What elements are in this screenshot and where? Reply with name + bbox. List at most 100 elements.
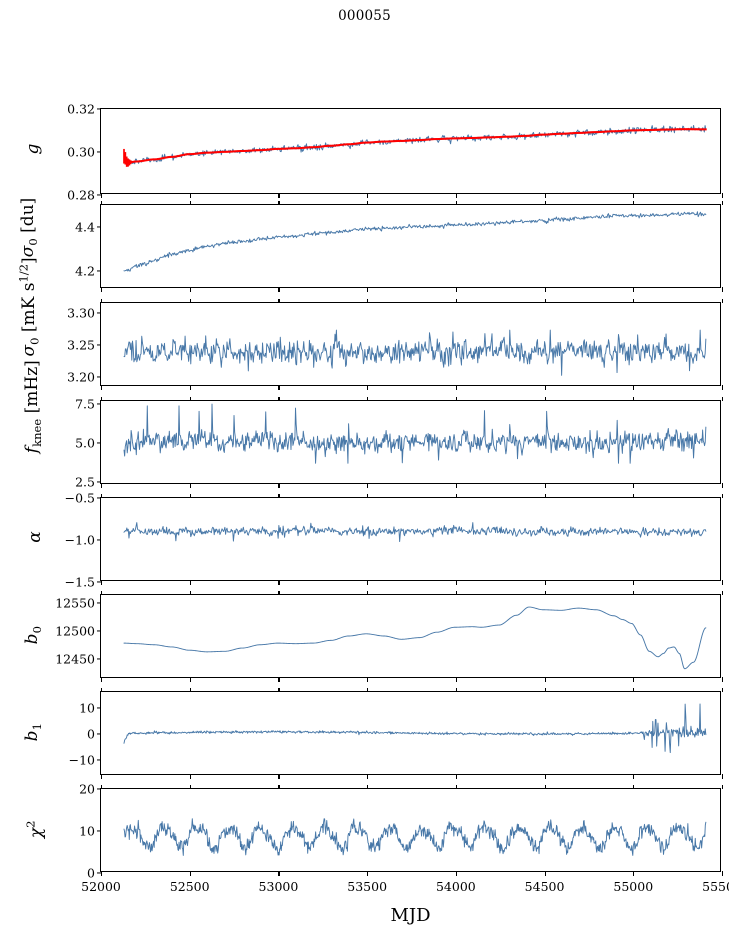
series-sigma0_du <box>123 211 707 272</box>
series-b0 <box>123 606 707 670</box>
x-tick-mark <box>101 298 103 303</box>
x-tick-mark <box>455 193 457 198</box>
x-tick-mark <box>544 774 546 779</box>
x-tick-mark <box>722 287 724 292</box>
y-tick-label: 5.0 <box>75 435 95 451</box>
x-tick-mark <box>544 580 546 585</box>
x-tick-mark <box>633 580 635 585</box>
y-tick-label: 10 <box>79 700 95 716</box>
y-tick-label: 3.25 <box>67 337 95 353</box>
y-tick-mark <box>96 376 101 378</box>
x-tick-mark <box>189 200 191 205</box>
x-tick-mark <box>455 483 457 488</box>
x-tick-mark <box>544 784 546 789</box>
y-tick-mark <box>96 830 101 832</box>
x-tick-mark <box>722 687 724 692</box>
y-tick-mark <box>96 442 101 444</box>
y-tick-mark <box>96 539 101 541</box>
y-tick-mark <box>96 581 101 583</box>
x-tick-mark <box>455 396 457 401</box>
x-tick-mark <box>544 493 546 498</box>
y-tick-mark <box>96 872 101 874</box>
y-tick-mark <box>96 733 101 735</box>
x-tick-label: 55500 <box>702 879 729 894</box>
x-tick-mark <box>101 483 103 488</box>
y-axis-label-chi2: χ2 <box>23 820 47 839</box>
x-tick-mark <box>101 784 103 789</box>
x-tick-mark <box>722 200 724 205</box>
x-tick-mark <box>278 687 280 692</box>
panel-sigma0_mK: 3.20 3.25 3.30 <box>67 298 724 390</box>
x-tick-mark <box>455 871 457 876</box>
y-tick-label: −1.0 <box>64 532 95 548</box>
x-tick-mark <box>455 298 457 303</box>
x-tick-mark <box>101 200 103 205</box>
y-tick-mark <box>96 194 101 196</box>
panel-gain: 0.28 0.30 0.32 <box>67 102 724 203</box>
x-tick-mark <box>101 493 103 498</box>
x-tick-mark <box>367 677 369 682</box>
x-tick-label: 53000 <box>258 879 299 894</box>
y-tick-label: 3.20 <box>67 369 95 385</box>
x-tick-mark <box>722 590 724 595</box>
x-tick-mark <box>189 580 191 585</box>
y-tick-mark <box>96 658 101 660</box>
x-tick-mark <box>367 298 369 303</box>
panel-b1: −10 0 10 <box>69 687 724 779</box>
y-tick-mark <box>96 344 101 346</box>
y-axis-label-gain: g <box>23 143 43 155</box>
x-tick-mark <box>722 483 724 488</box>
x-tick-mark <box>367 687 369 692</box>
x-tick-mark <box>722 396 724 401</box>
x-tick-mark <box>633 200 635 205</box>
y-tick-mark <box>96 108 101 110</box>
x-tick-mark <box>367 590 369 595</box>
x-tick-label: 53500 <box>347 879 388 894</box>
x-tick-mark <box>722 385 724 390</box>
panel-chi2: 0 10 20 52000 52500 53000 53500 54000 54500 55000… <box>79 782 729 895</box>
y-tick-label: 0 <box>87 726 95 742</box>
x-tick-mark <box>367 193 369 198</box>
x-tick-mark <box>101 396 103 401</box>
x-tick-mark <box>278 871 280 876</box>
y-tick-label: 4.2 <box>75 263 95 279</box>
x-tick-label: 52500 <box>169 879 210 894</box>
x-tick-mark <box>367 774 369 779</box>
x-tick-mark <box>544 687 546 692</box>
x-tick-mark <box>722 871 724 876</box>
y-tick-mark <box>96 481 101 483</box>
x-tick-mark <box>189 483 191 488</box>
y-tick-label: 0 <box>87 865 95 881</box>
x-tick-mark <box>544 385 546 390</box>
y-axis-label-b0: b0 <box>21 626 45 645</box>
x-tick-mark <box>633 774 635 779</box>
x-tick-mark <box>101 687 103 692</box>
series-gain_model <box>123 128 707 167</box>
x-tick-mark <box>278 590 280 595</box>
x-tick-mark <box>101 385 103 390</box>
x-tick-mark <box>367 493 369 498</box>
x-tick-mark <box>722 774 724 779</box>
x-tick-label: 54000 <box>435 879 476 894</box>
x-tick-mark <box>633 298 635 303</box>
y-tick-label: 3.30 <box>67 305 95 321</box>
y-tick-mark <box>96 151 101 153</box>
x-tick-mark <box>544 200 546 205</box>
x-tick-mark <box>633 677 635 682</box>
x-tick-mark <box>367 483 369 488</box>
x-tick-mark <box>544 193 546 198</box>
x-tick-mark <box>455 590 457 595</box>
y-axis-label-sigma0_du: σ0 [du] <box>17 197 41 258</box>
x-tick-mark <box>278 493 280 498</box>
series-alpha <box>123 522 707 543</box>
x-tick-mark <box>455 774 457 779</box>
y-tick-mark <box>96 497 101 499</box>
y-axis-label-alpha: α <box>25 531 45 543</box>
x-tick-mark <box>189 774 191 779</box>
plot-area-gain <box>123 124 707 167</box>
x-tick-mark <box>544 483 546 488</box>
y-tick-label: 12450 <box>55 651 95 667</box>
x-tick-mark <box>367 287 369 292</box>
x-tick-label: 54500 <box>524 879 565 894</box>
